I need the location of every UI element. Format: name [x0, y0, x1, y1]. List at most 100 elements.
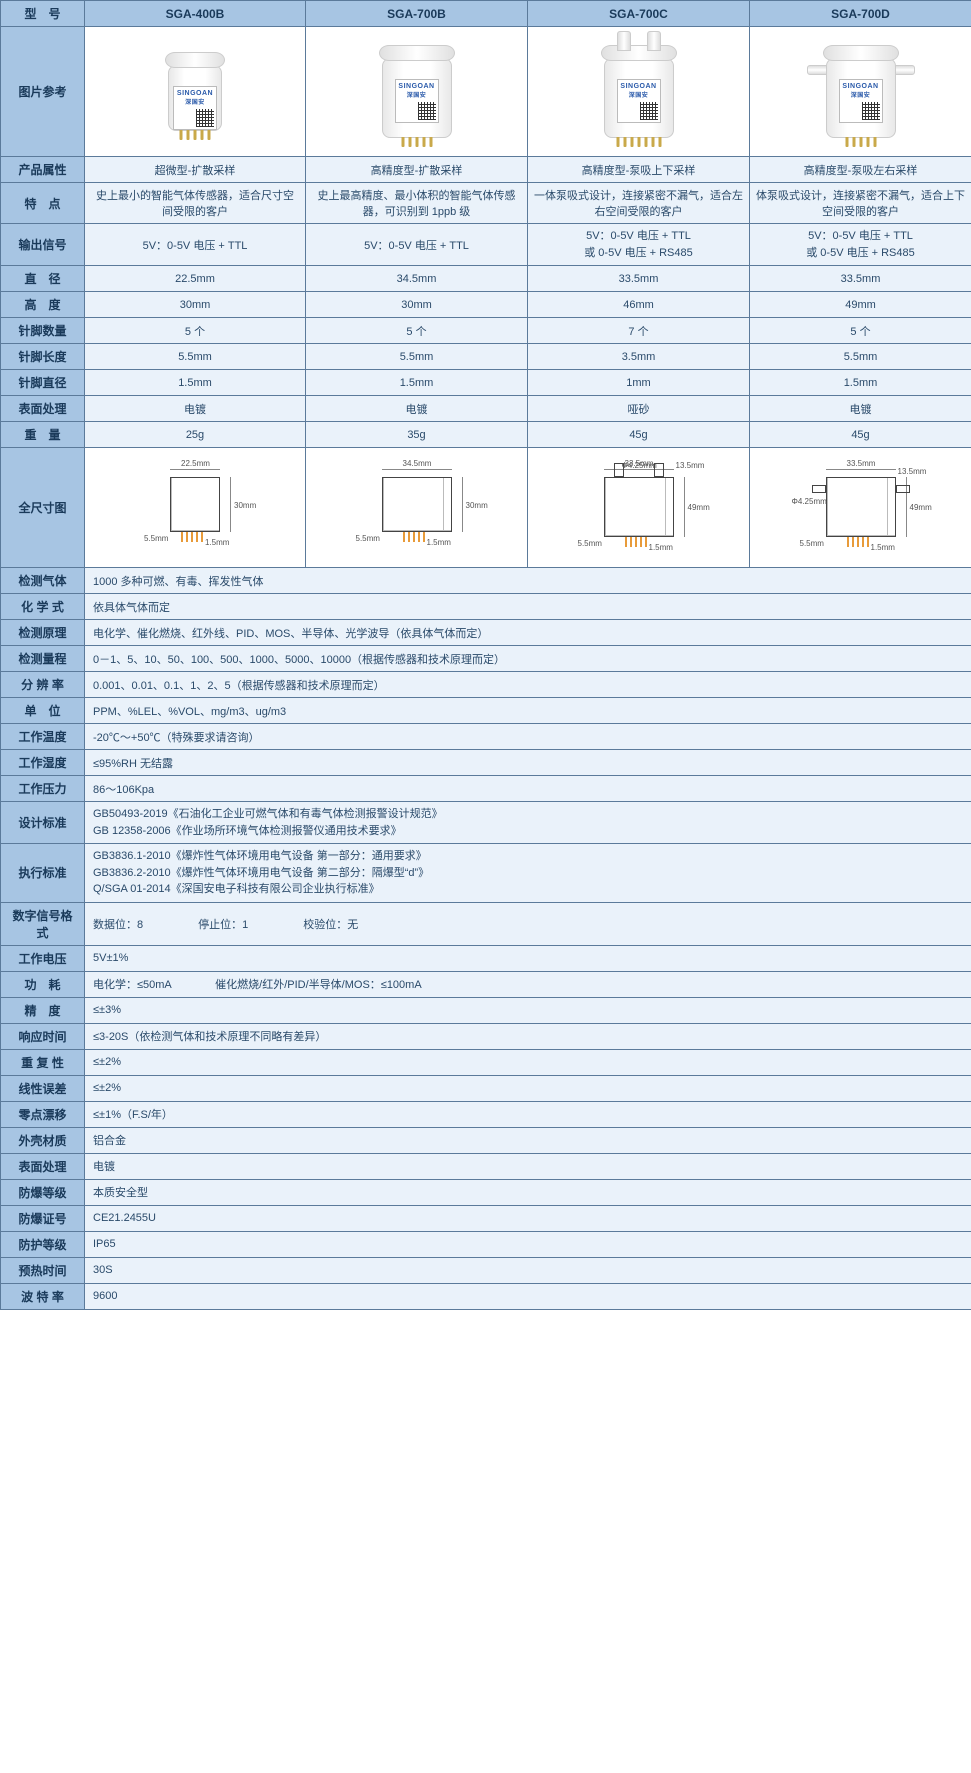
cell-pin_dia-2: 1mm	[528, 370, 750, 396]
cell-diameter-0: 22.5mm	[85, 266, 306, 292]
product-image-0: SINGOAN深国安	[85, 27, 306, 157]
row-label-pin_len: 针脚长度	[1, 344, 85, 370]
dim-drawing-0: 22.5mm30mm5.5mm1.5mm	[85, 448, 306, 568]
cell-weight-3: 45g	[750, 422, 971, 448]
header-col-0: SGA-400B	[85, 1, 306, 27]
cell-work_temp: -20℃～+50℃（特殊要求请咨询）	[85, 724, 971, 750]
product-image-3: SINGOAN深国安	[750, 27, 971, 157]
cell-pin_len-1: 5.5mm	[306, 344, 528, 370]
cell-unit: PPM、%LEL、%VOL、mg/m3、ug/m3	[85, 698, 971, 724]
cell-chem: 依具体气体而定	[85, 594, 971, 620]
header-col-1: SGA-700B	[306, 1, 528, 27]
cell-pin_count-1: 5 个	[306, 318, 528, 344]
cell-diameter-2: 33.5mm	[528, 266, 750, 292]
cell-output-1: 5V：0-5V 电压 + TTL	[306, 224, 528, 266]
row-label-shell: 外壳材质	[1, 1127, 85, 1153]
row-label-work_press: 工作压力	[1, 776, 85, 802]
row-label-diameter: 直 径	[1, 266, 85, 292]
cell-preheat: 30S	[85, 1257, 971, 1283]
dim-drawing-2: 33.5mm49mmΦ4.25mm13.5mm5.5mm1.5mm	[528, 448, 750, 568]
product-image-2: SINGOAN深国安	[528, 27, 750, 157]
row-label-response: 响应时间	[1, 1023, 85, 1049]
cell-pin_count-0: 5 个	[85, 318, 306, 344]
row-label-digital: 数字信号格式	[1, 902, 85, 945]
cell-linearity: ≤±2%	[85, 1075, 971, 1101]
cell-attr-3: 高精度型-泵吸左右采样	[750, 157, 971, 183]
cell-repeat: ≤±2%	[85, 1049, 971, 1075]
row-label-design_std: 设计标准	[1, 802, 85, 844]
row-label-attr: 产品属性	[1, 157, 85, 183]
cell-surface-3: 电镀	[750, 396, 971, 422]
cell-ip: IP65	[85, 1231, 971, 1257]
cell-height-2: 46mm	[528, 292, 750, 318]
header-model: 型 号	[1, 1, 85, 27]
row-label-weight: 重 量	[1, 422, 85, 448]
cell-weight-2: 45g	[528, 422, 750, 448]
row-label-power: 功 耗	[1, 971, 85, 997]
cell-digital: 数据位：8 停止位：1 校验位：无	[85, 902, 971, 945]
cell-pin_len-0: 5.5mm	[85, 344, 306, 370]
cell-design_std: GB50493-2019《石油化工企业可燃气体和有毒气体检测报警设计规范》GB …	[85, 802, 971, 844]
cell-shell: 铝合金	[85, 1127, 971, 1153]
row-label-feature: 特 点	[1, 183, 85, 224]
cell-pin_count-3: 5 个	[750, 318, 971, 344]
row-label-exec_std: 执行标准	[1, 844, 85, 903]
cell-feature-2: 一体泵吸式设计，连接紧密不漏气，适合左右空间受限的客户	[528, 183, 750, 224]
row-label-pin_count: 针脚数量	[1, 318, 85, 344]
cell-feature-3: 体泵吸式设计，连接紧密不漏气，适合上下空间受限的客户	[750, 183, 971, 224]
cell-pin_dia-3: 1.5mm	[750, 370, 971, 396]
cell-detect_gas: 1000 多种可燃、有毒、挥发性气体	[85, 568, 971, 594]
row-label-accuracy: 精 度	[1, 997, 85, 1023]
cell-surface-0: 电镀	[85, 396, 306, 422]
row-label-ip: 防护等级	[1, 1231, 85, 1257]
row-label-zero_drift: 零点漂移	[1, 1101, 85, 1127]
row-label-image: 图片参考	[1, 27, 85, 157]
cell-height-1: 30mm	[306, 292, 528, 318]
spec-table: 型 号SGA-400BSGA-700BSGA-700CSGA-700D图片参考S…	[0, 0, 971, 1310]
header-col-2: SGA-700C	[528, 1, 750, 27]
cell-surface2: 电镀	[85, 1153, 971, 1179]
dim-drawing-1: 34.5mm30mm5.5mm1.5mm	[306, 448, 528, 568]
row-label-ex_cert: 防爆证号	[1, 1205, 85, 1231]
cell-attr-1: 高精度型-扩散采样	[306, 157, 528, 183]
cell-pin_dia-0: 1.5mm	[85, 370, 306, 396]
cell-output-0: 5V：0-5V 电压 + TTL	[85, 224, 306, 266]
cell-diameter-1: 34.5mm	[306, 266, 528, 292]
row-label-work_temp: 工作温度	[1, 724, 85, 750]
cell-output-3: 5V：0-5V 电压 + TTL或 0-5V 电压 + RS485	[750, 224, 971, 266]
cell-ex_grade: 本质安全型	[85, 1179, 971, 1205]
cell-feature-1: 史上最高精度、最小体积的智能气体传感器，可识别到 1ppb 级	[306, 183, 528, 224]
row-label-surface: 表面处理	[1, 396, 85, 422]
row-label-detect_gas: 检测气体	[1, 568, 85, 594]
cell-surface-2: 哑砂	[528, 396, 750, 422]
cell-ex_cert: CE21.2455U	[85, 1205, 971, 1231]
row-label-preheat: 预热时间	[1, 1257, 85, 1283]
row-label-output: 输出信号	[1, 224, 85, 266]
cell-baud: 9600	[85, 1283, 971, 1309]
cell-pin_len-2: 3.5mm	[528, 344, 750, 370]
row-label-work_volt: 工作电压	[1, 945, 85, 971]
cell-zero_drift: ≤±1%（F.S/年）	[85, 1101, 971, 1127]
header-col-3: SGA-700D	[750, 1, 971, 27]
row-label-principle: 检测原理	[1, 620, 85, 646]
row-label-pin_dia: 针脚直径	[1, 370, 85, 396]
cell-pin_len-3: 5.5mm	[750, 344, 971, 370]
row-label-ex_grade: 防爆等级	[1, 1179, 85, 1205]
cell-resolution: 0.001、0.01、0.1、1、2、5（根据传感器和技术原理而定）	[85, 672, 971, 698]
cell-range: 0－1、5、10、50、100、500、1000、5000、10000（根据传感…	[85, 646, 971, 672]
cell-response: ≤3-20S（依检测气体和技术原理不同略有差异）	[85, 1023, 971, 1049]
cell-diameter-3: 33.5mm	[750, 266, 971, 292]
cell-attr-0: 超微型-扩散采样	[85, 157, 306, 183]
row-label-baud: 波 特 率	[1, 1283, 85, 1309]
cell-work_humid: ≤95%RH 无结露	[85, 750, 971, 776]
cell-feature-0: 史上最小的智能气体传感器，适合尺寸空间受限的客户	[85, 183, 306, 224]
cell-accuracy: ≤±3%	[85, 997, 971, 1023]
cell-pin_count-2: 7 个	[528, 318, 750, 344]
row-label-range: 检测量程	[1, 646, 85, 672]
cell-height-0: 30mm	[85, 292, 306, 318]
cell-output-2: 5V：0-5V 电压 + TTL或 0-5V 电压 + RS485	[528, 224, 750, 266]
cell-pin_dia-1: 1.5mm	[306, 370, 528, 396]
cell-exec_std: GB3836.1-2010《爆炸性气体环境用电气设备 第一部分：通用要求》GB3…	[85, 844, 971, 903]
cell-work_press: 86～106Kpa	[85, 776, 971, 802]
row-label-resolution: 分 辨 率	[1, 672, 85, 698]
